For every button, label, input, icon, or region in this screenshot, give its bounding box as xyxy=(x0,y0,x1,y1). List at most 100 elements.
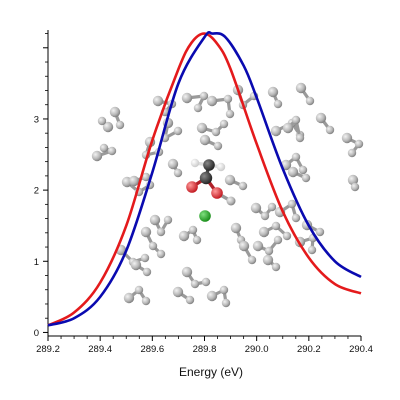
atom xyxy=(283,123,293,133)
solvent-molecule xyxy=(182,267,210,288)
atom xyxy=(292,116,300,124)
solvent-molecule xyxy=(150,215,172,236)
atom xyxy=(268,203,276,211)
atom xyxy=(200,92,208,100)
solvent-molecule xyxy=(225,175,247,190)
atom xyxy=(220,120,228,128)
atom xyxy=(299,166,307,174)
solvent-molecule xyxy=(124,286,150,305)
x-axis-title: Energy (eV) xyxy=(179,365,243,379)
solvent-molecule xyxy=(268,87,282,108)
solvent-molecule xyxy=(98,117,113,132)
solvent-molecule xyxy=(182,92,208,112)
solvent-molecule xyxy=(296,83,314,105)
atom xyxy=(274,236,282,244)
atom xyxy=(207,291,217,301)
y-tick-label: 2 xyxy=(34,186,39,197)
atom xyxy=(143,268,151,276)
atom xyxy=(142,297,150,305)
solvent-molecule xyxy=(168,159,182,177)
atom xyxy=(272,222,280,230)
atom xyxy=(189,226,197,234)
atom xyxy=(292,153,300,161)
solvent-molecule xyxy=(253,236,282,255)
atom xyxy=(164,216,172,224)
x-tick-label: 289.6 xyxy=(140,344,164,355)
atom xyxy=(306,97,314,105)
atom xyxy=(182,93,192,103)
atom xyxy=(316,113,326,123)
atom xyxy=(220,286,228,294)
atom xyxy=(253,241,263,251)
atom xyxy=(308,246,316,254)
atom xyxy=(202,278,210,286)
atom xyxy=(108,147,116,155)
atom xyxy=(197,123,207,133)
atom xyxy=(268,87,278,97)
x-tick-label: 289.4 xyxy=(88,344,112,355)
atom xyxy=(316,228,324,236)
atom xyxy=(98,117,106,125)
atom xyxy=(272,263,280,271)
atom xyxy=(214,142,222,150)
atom xyxy=(261,212,269,220)
solvent-molecule xyxy=(348,175,359,191)
solvent-molecule xyxy=(263,255,280,271)
solvent-molecule xyxy=(179,226,201,244)
atom xyxy=(207,96,217,106)
solvent-molecule xyxy=(283,116,304,142)
atom xyxy=(227,197,236,206)
atom xyxy=(288,200,296,208)
atom xyxy=(224,95,232,103)
oxygen-atom xyxy=(186,181,198,193)
solvent-molecule xyxy=(342,133,363,157)
atom xyxy=(173,287,183,297)
x-tick-label: 290.0 xyxy=(245,344,269,355)
central-molecule xyxy=(186,159,235,222)
atom xyxy=(141,227,151,237)
hydrogen-atom xyxy=(217,163,225,171)
axes: 289.2 289.4 289.6 289.8 290.0 290.2 290.4 0 1 2 3 xyxy=(34,30,373,355)
atom xyxy=(116,121,124,129)
atom xyxy=(157,228,165,236)
atom xyxy=(153,96,163,106)
oxygen-atom xyxy=(211,187,223,199)
atom xyxy=(326,126,334,134)
atom xyxy=(110,107,120,117)
x-tick-label: 289.8 xyxy=(193,344,217,355)
atom xyxy=(141,254,149,262)
atom xyxy=(135,286,143,294)
atom xyxy=(274,100,282,108)
atom xyxy=(212,128,220,136)
atom xyxy=(168,159,178,169)
atom xyxy=(186,296,194,304)
solvent-molecule xyxy=(197,120,228,136)
atom xyxy=(296,83,306,93)
solvent-molecule xyxy=(207,95,234,118)
atom xyxy=(251,203,261,213)
atom xyxy=(194,104,202,112)
atom xyxy=(92,151,102,161)
atom xyxy=(292,214,300,222)
solvent-molecule xyxy=(316,113,334,134)
solvent-molecule xyxy=(207,286,230,307)
atom xyxy=(283,232,291,240)
atom xyxy=(263,255,273,265)
atom xyxy=(226,110,234,118)
atom xyxy=(271,126,281,136)
y-tick-label: 3 xyxy=(34,114,39,125)
atom xyxy=(182,267,192,277)
atom xyxy=(129,176,139,186)
atom xyxy=(131,260,141,270)
y-tick-label: 1 xyxy=(34,257,39,268)
atom xyxy=(355,140,363,148)
atom xyxy=(351,183,359,191)
solvent-molecule xyxy=(92,144,116,161)
solvent-molecule xyxy=(251,203,276,220)
atom xyxy=(265,247,273,255)
x-tick-label: 289.2 xyxy=(36,344,60,355)
atom xyxy=(239,241,249,251)
atom xyxy=(174,169,182,177)
carbon-atom xyxy=(203,159,215,171)
atom xyxy=(231,223,241,233)
